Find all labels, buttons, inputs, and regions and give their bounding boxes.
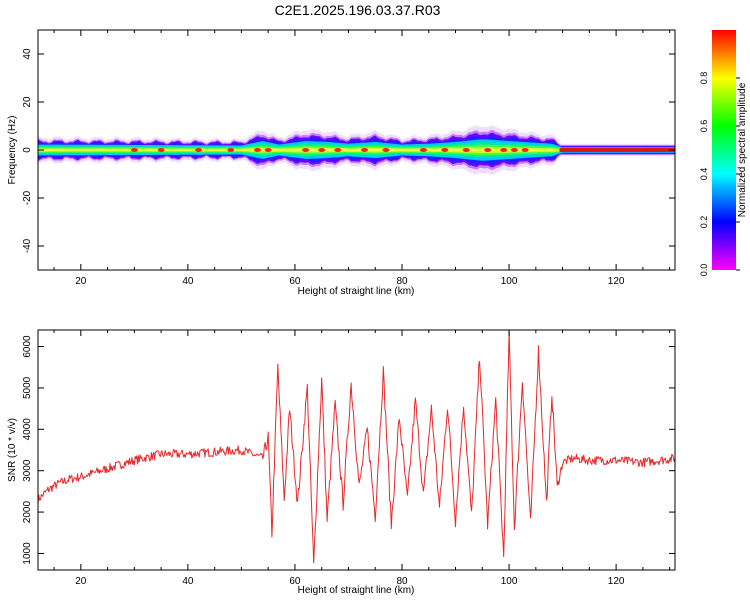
snr-frame [37,329,676,571]
spectrogram-band [38,125,675,175]
spectrogram-peak [264,148,272,152]
snr-ytick-label: 1000 [22,542,33,565]
snr-panel: 20 40 60 80 100 120 1000 2000 3000 4000 5000 6000 H… [7,329,676,596]
spectrogram-ytick-label: -40 [22,238,33,253]
spectrogram-peak [484,148,492,152]
colorbar-tick-label: 0.6 [699,120,709,133]
spectrogram-peak [157,148,165,152]
spectrogram-ticks: 20 40 60 80 100 120 40 20 0 -20 -40 [22,30,675,287]
spectrogram-peak [253,148,261,152]
colorbar-tick-label: 0.2 [699,216,709,229]
spectrogram-peak [441,148,449,152]
colorbar-ticks: 0.0 0.2 0.4 0.6 0.8 [699,72,740,277]
snr-ytick-label: 3000 [22,459,33,482]
spectrogram-ytick-label: -20 [22,190,33,205]
spectrogram-xtick-label: 100 [501,276,518,287]
colorbar-label: Normalized spectral amplitude [737,82,748,217]
spectrogram-panel: 20 40 60 80 100 120 40 20 0 -20 -40 Height of stra… [7,29,676,297]
spectrogram-peak [419,148,427,152]
colorbar: 0.0 0.2 0.4 0.6 0.8 Normalized spectral ampl… [699,30,748,276]
spectrogram-peak [318,148,326,152]
snr-xtick-label: 20 [75,576,87,587]
snr-ylabel: SNR (10 * v/v) [7,418,18,482]
snr-xtick-label: 80 [396,576,408,587]
snr-ytick-label: 4000 [22,418,33,441]
spectrogram-peak [521,148,529,152]
spectrogram-peak [500,148,508,152]
chart-title: C2E1.2025.196.03.37.R03 [274,2,441,18]
spectrogram-peak [195,148,203,152]
spectrogram-peak [130,148,138,152]
colorbar-tick-label: 0.8 [699,72,709,85]
spectrogram-ytick-label: 0 [22,147,33,153]
spectrogram-xtick-label: 80 [396,276,408,287]
spectrogram-peak [227,148,235,152]
spectrogram-ytick-label: 40 [22,48,33,60]
colorbar-tick-label: 0.4 [699,168,709,181]
spectrogram-peak [382,148,390,152]
spectrogram-peak [510,148,518,152]
spectrogram-peak [361,148,369,152]
spectrogram-peak [334,148,342,152]
spectrogram-ytick-label: 20 [22,96,33,108]
spectrogram-xtick-label: 40 [182,276,194,287]
snr-ticks: 20 40 60 80 100 120 1000 2000 3000 4000 5000 6000 [22,330,675,587]
snr-ytick-label: 2000 [22,501,33,524]
spectrogram-xtick-label: 20 [75,276,87,287]
spectrogram-xtick-label: 60 [289,276,301,287]
spectrogram-xtick-label: 120 [608,276,625,287]
spectrogram-peak [302,148,310,152]
colorbar-gradient [712,30,736,270]
snr-xtick-label: 60 [289,576,301,587]
colorbar-tick-label: 0.0 [699,264,709,277]
snr-xlabel: Height of straight line (km) [298,585,415,596]
snr-xtick-label: 120 [608,576,625,587]
spectrogram-xlabel: Height of straight line (km) [298,286,415,297]
snr-ytick-label: 6000 [22,335,33,358]
snr-series-line [38,330,675,564]
spectrogram-peak-band [559,148,675,152]
spectrogram-peak [462,148,470,152]
snr-xtick-label: 40 [182,576,194,587]
snr-background [38,330,675,570]
snr-ytick-label: 5000 [22,376,33,399]
snr-xtick-label: 100 [501,576,518,587]
spectrogram-ylabel: Frequency (Hz) [7,116,18,185]
